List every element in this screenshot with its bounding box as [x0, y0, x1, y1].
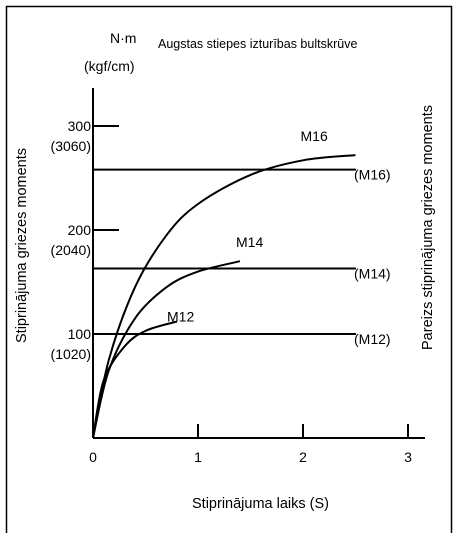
chart-title: Augstas stiepes izturības bultskrūve — [158, 37, 357, 51]
reference-line-label: (M14) — [354, 265, 391, 281]
series-label-m14: M14 — [236, 234, 263, 250]
reference-lines: (M16) (M14) (M12) — [93, 167, 391, 347]
y-tick-sublabel: (3060) — [51, 138, 91, 154]
y-tick-label: 100 — [68, 326, 92, 342]
y-tick-sublabel: (1020) — [51, 346, 91, 362]
series-label-m12: M12 — [167, 309, 194, 325]
y-axis-label-left: Stiprinājuma griezes moments — [14, 148, 30, 343]
chart-frame — [5, 5, 453, 533]
x-tick-label: 1 — [194, 449, 202, 465]
reference-line-label: (M12) — [354, 331, 391, 347]
curves: M16 M14 M12 — [92, 128, 356, 439]
unit-bottom: (kgf/cm) — [84, 58, 135, 74]
y-tick-sublabel: (2040) — [51, 242, 91, 258]
x-axis-label: Stiprinājuma laiks (S) — [192, 496, 329, 512]
x-tick-label: 0 — [89, 449, 97, 465]
y-axis-label-right: Pareizs stiprinājuma griezes moments — [420, 105, 436, 350]
ticks: 0 1 2 3 100 (1020) 200 (2040) 300 (3060) — [51, 118, 413, 465]
series-line-m12 — [92, 320, 178, 439]
x-tick-label: 3 — [404, 449, 412, 465]
reference-line-label: (M16) — [354, 167, 391, 183]
series-line-m16 — [92, 154, 356, 439]
y-tick-label: 200 — [68, 222, 92, 238]
series-label-m16: M16 — [301, 128, 328, 144]
y-tick-label: 300 — [68, 118, 92, 134]
series-line-m14 — [92, 260, 241, 439]
x-tick-label: 2 — [299, 449, 307, 465]
unit-top: N·m — [110, 30, 136, 46]
axes — [92, 88, 425, 439]
